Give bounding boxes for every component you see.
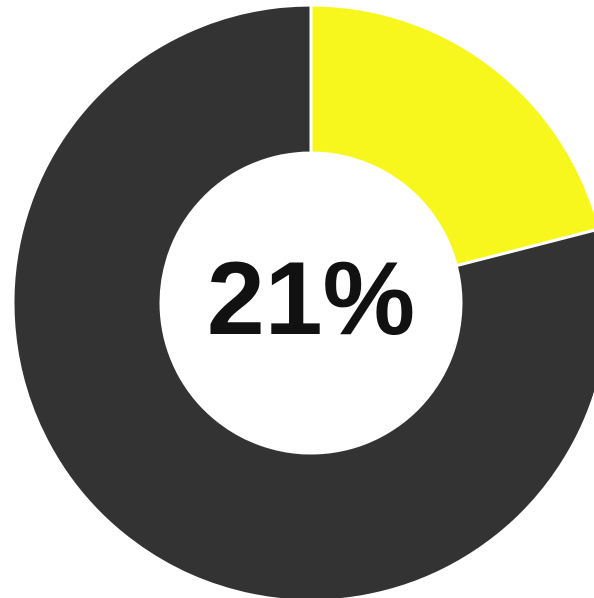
donut-slices xyxy=(11,3,594,598)
center-percentage-label: 21% xyxy=(207,241,415,357)
donut-slice-remainder xyxy=(11,3,594,598)
donut-slice-highlight xyxy=(309,3,594,268)
